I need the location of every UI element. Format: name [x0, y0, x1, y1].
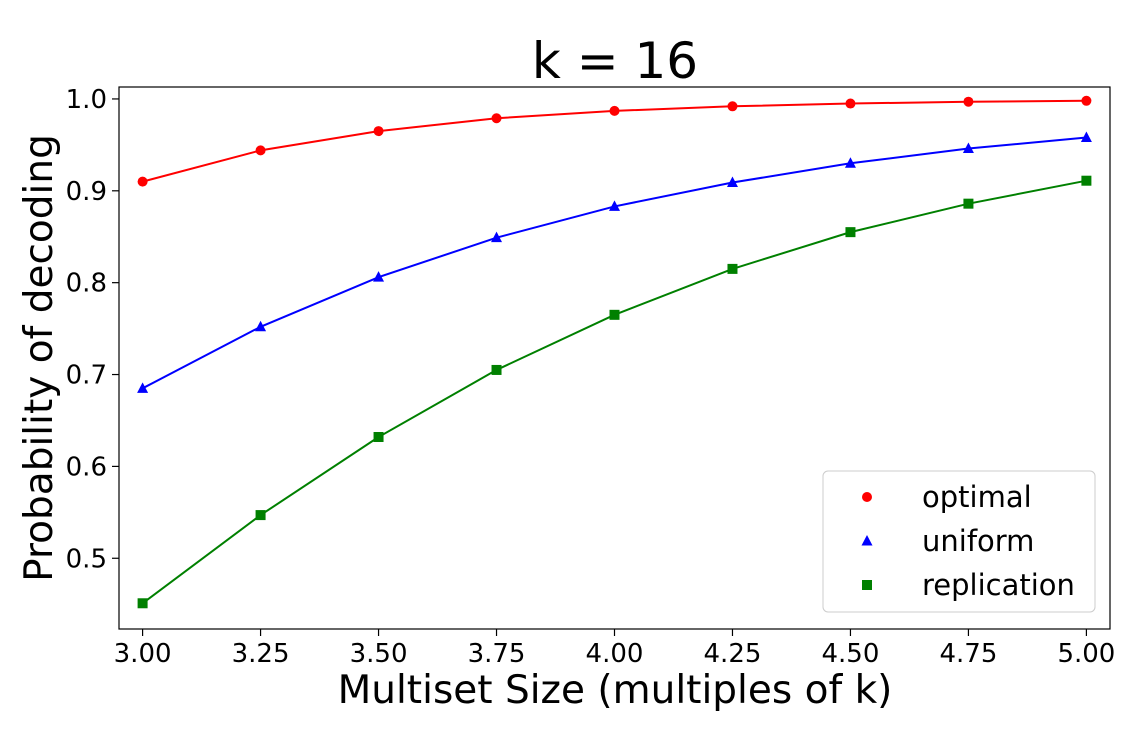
- data-point-uniform-5: [726, 176, 738, 188]
- legend-box: [822, 470, 1096, 613]
- x-tick-label: 5.00: [1057, 639, 1115, 669]
- data-point-optimal-4: [609, 105, 620, 116]
- data-point-replication-4: [609, 309, 620, 320]
- legend-label-replication: replication: [922, 568, 1075, 602]
- data-point-optimal-6: [845, 98, 856, 109]
- x-tick-label: 3.75: [468, 639, 526, 669]
- y-tick-label: 0.7: [66, 361, 107, 391]
- data-point-uniform-3: [491, 231, 503, 243]
- data-point-replication-2: [373, 432, 384, 443]
- data-point-uniform-0: [137, 382, 149, 393]
- series-line-uniform: [142, 136, 1087, 390]
- x-tick-label: 4.75: [939, 639, 997, 669]
- data-point-replication-1: [255, 510, 266, 521]
- data-point-replication-3: [491, 364, 502, 375]
- plot-area: 3.00 3.25 3.50 3.75 4.00 4.25 4.50 4.75 5.00 0.5 0…: [66, 85, 1116, 669]
- data-point-uniform-2: [373, 271, 385, 282]
- y-tick-label: 1.0: [66, 85, 107, 115]
- data-point-optimal-8: [1081, 95, 1092, 106]
- data-point-uniform-4: [609, 200, 620, 211]
- y-axis-label: Probability of decoding: [17, 134, 62, 582]
- data-point-uniform-8: [1080, 131, 1092, 143]
- data-point-optimal-3: [491, 113, 502, 124]
- legend-label-optimal: optimal: [922, 480, 1032, 514]
- x-tick-label: 3.25: [232, 639, 290, 669]
- legend-marker-replication: [862, 580, 872, 590]
- x-tick-label: 4.50: [822, 639, 880, 669]
- data-point-optimal-5: [727, 101, 738, 112]
- legend-label-uniform: uniform: [922, 524, 1034, 558]
- data-point-uniform-7: [962, 142, 974, 154]
- data-point-replication-7: [963, 198, 974, 209]
- x-tick-label: 4.00: [586, 639, 644, 669]
- data-point-replication-6: [845, 227, 856, 238]
- data-point-optimal-0: [137, 176, 148, 187]
- legend-marker-uniform: [861, 535, 873, 546]
- x-tick-label: 3.00: [114, 639, 172, 669]
- data-point-optimal-7: [963, 96, 974, 107]
- data-point-replication-0: [137, 598, 148, 609]
- chart-title: k = 16: [532, 32, 698, 90]
- y-tick-label: 0.5: [66, 544, 107, 574]
- data-point-uniform-1: [255, 320, 267, 332]
- data-point-replication-8: [1081, 175, 1092, 186]
- x-tick-label: 4.25: [704, 639, 762, 669]
- y-tick-label: 0.8: [66, 269, 107, 299]
- y-tick-label: 0.6: [66, 452, 107, 482]
- data-point-replication-5: [727, 263, 738, 274]
- data-point-optimal-1: [255, 145, 266, 156]
- x-axis-label: Multiset Size (multiples of k): [338, 668, 893, 713]
- legend-marker-optimal: [862, 492, 872, 502]
- legend: optimal uniform replication: [822, 470, 1096, 613]
- data-point-optimal-2: [373, 126, 384, 137]
- y-tick-label: 0.9: [66, 177, 107, 207]
- x-tick-label: 3.50: [350, 639, 408, 669]
- data-point-uniform-6: [844, 157, 856, 168]
